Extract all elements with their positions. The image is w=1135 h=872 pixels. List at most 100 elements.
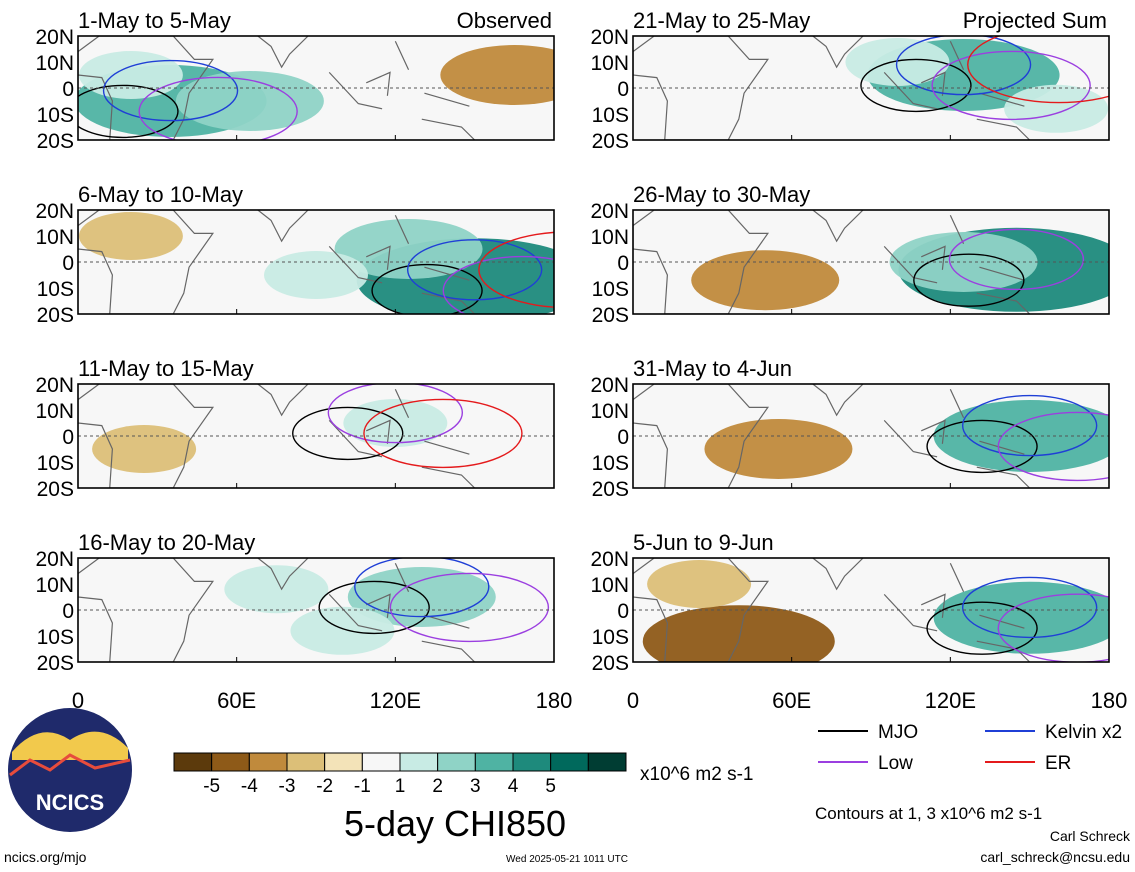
lon-tick-label: 60E	[772, 688, 811, 713]
lat-tick-label: 20S	[592, 478, 629, 501]
contour-mjo	[913, 253, 1025, 307]
map-frame	[632, 209, 1110, 315]
colorbar: -5 -4 -3 -2 -1 1 2 3 4 5 x10^6 m2 s-1 5-day CHI850	[173, 752, 753, 844]
lon-tick-label: 0	[72, 688, 84, 713]
contour-low	[997, 411, 1109, 482]
contour-kelvin-x2	[102, 59, 239, 122]
panel-label: Projected Sum	[963, 8, 1107, 33]
anomaly-region	[78, 212, 183, 260]
africa-coastline	[78, 36, 215, 140]
contour-note: Contours at 1, 3 x10^6 m2 s-1	[815, 804, 1042, 823]
contour-low	[327, 384, 464, 444]
india-coastline	[257, 558, 309, 591]
colorbar-swatch	[587, 752, 627, 772]
lat-tick-label: 20N	[590, 548, 629, 571]
anomaly-region	[1004, 84, 1109, 133]
india-coastline	[257, 384, 309, 417]
logo-sun	[12, 731, 128, 760]
logo-text: NCICS	[36, 790, 104, 815]
contour-er	[363, 398, 523, 469]
colorbar-tick-label: -1	[354, 776, 371, 797]
lon-tick-label: 60E	[217, 688, 256, 713]
lat-tick-label: 20S	[37, 652, 74, 675]
anomaly-region	[264, 251, 368, 299]
lat-tick-label: 10N	[590, 574, 629, 597]
contour-kelvin-x2	[895, 36, 1032, 96]
lat-tick-label: 10S	[592, 452, 629, 475]
contour-kelvin-x2	[354, 558, 490, 618]
lat-tick-label: 20S	[592, 304, 629, 327]
contour-mjo	[78, 84, 179, 139]
colorbar-tick-label: 5	[545, 776, 556, 797]
lat-tick-label: 10N	[590, 400, 629, 423]
panel-title: 1-May to 5-May	[78, 8, 231, 33]
contour-er	[478, 231, 554, 308]
africa-coastline	[78, 384, 215, 488]
panel-title: 31-May to 4-Jun	[633, 356, 792, 381]
lat-tick-label: 0	[617, 252, 629, 275]
maritime-continent-coastline	[328, 40, 476, 140]
lat-tick-label: 10N	[590, 52, 629, 75]
lat-tick-label: 0	[62, 252, 74, 275]
legend-label: MJO	[878, 722, 918, 743]
legend-label: ER	[1045, 753, 1071, 774]
lat-tick-label: 10N	[35, 400, 74, 423]
lat-tick-label: 20N	[590, 200, 629, 223]
maritime-continent-coastline	[328, 214, 476, 314]
ncics-logo: NCICS	[8, 708, 132, 832]
lon-tick-label: 120E	[370, 688, 421, 713]
india-coastline	[812, 558, 864, 591]
map-panel: 21-May to 25-May Projected Sum 20N 10N 0 10S 2…	[590, 8, 1110, 153]
colorbar-units: x10^6 m2 s-1	[640, 764, 753, 785]
contour-mjo	[292, 406, 404, 461]
lon-tick-label: 120E	[925, 688, 976, 713]
lon-tick-label: 180	[1091, 688, 1128, 713]
footer-timestamp: Wed 2025-05-21 1011 UTC	[506, 854, 628, 865]
colorbar-tick-label: -2	[316, 776, 333, 797]
lat-tick-label: 0	[617, 78, 629, 101]
colorbar-tick-label: -4	[241, 776, 258, 797]
contour-kelvin-x2	[961, 576, 1098, 639]
india-coastline	[812, 36, 864, 69]
lat-tick-label: 10S	[37, 104, 74, 127]
contour-low	[997, 593, 1109, 662]
panel-title: 5-Jun to 9-Jun	[633, 530, 774, 555]
panel-title: 16-May to 20-May	[78, 530, 255, 555]
anomaly-region	[647, 560, 752, 608]
anomaly-region	[691, 250, 840, 311]
lat-tick-label: 20N	[590, 374, 629, 397]
india-coastline	[257, 36, 309, 69]
lat-tick-label: 20S	[592, 130, 629, 153]
colorbar-swatch	[361, 752, 401, 772]
panel-title: 26-May to 30-May	[633, 182, 810, 207]
lat-tick-label: 20S	[37, 304, 74, 327]
africa-coastline	[78, 558, 215, 662]
india-coastline	[257, 210, 309, 243]
africa-coastline	[633, 384, 770, 488]
panel-title: 21-May to 25-May	[633, 8, 810, 33]
africa-coastline	[633, 210, 770, 314]
lat-tick-label: 20N	[590, 26, 629, 49]
colorbar-tick-label: 3	[470, 776, 481, 797]
anomaly-region	[92, 425, 197, 473]
legend: MJO Kelvin x2 Low ER Contours at 1, 3 x10^6 …	[815, 722, 1122, 823]
maritime-continent-coastline	[328, 388, 476, 488]
colorbar-tick-label: 4	[508, 776, 519, 797]
colorbar-swatch	[211, 752, 250, 772]
contour-kelvin-x2	[961, 394, 1098, 457]
contour-mjo	[860, 58, 972, 113]
colorbar-swatch	[437, 752, 476, 772]
lon-tick-label: 180	[536, 688, 573, 713]
contour-er	[967, 36, 1109, 104]
panel-title: 11-May to 15-May	[78, 356, 254, 381]
contour-low	[138, 76, 298, 140]
anomaly-region	[175, 71, 324, 131]
contour-low	[931, 50, 1091, 121]
map-frame	[77, 557, 555, 663]
contour-mjo	[926, 419, 1038, 474]
panel-title: 6-May to 10-May	[78, 182, 243, 207]
